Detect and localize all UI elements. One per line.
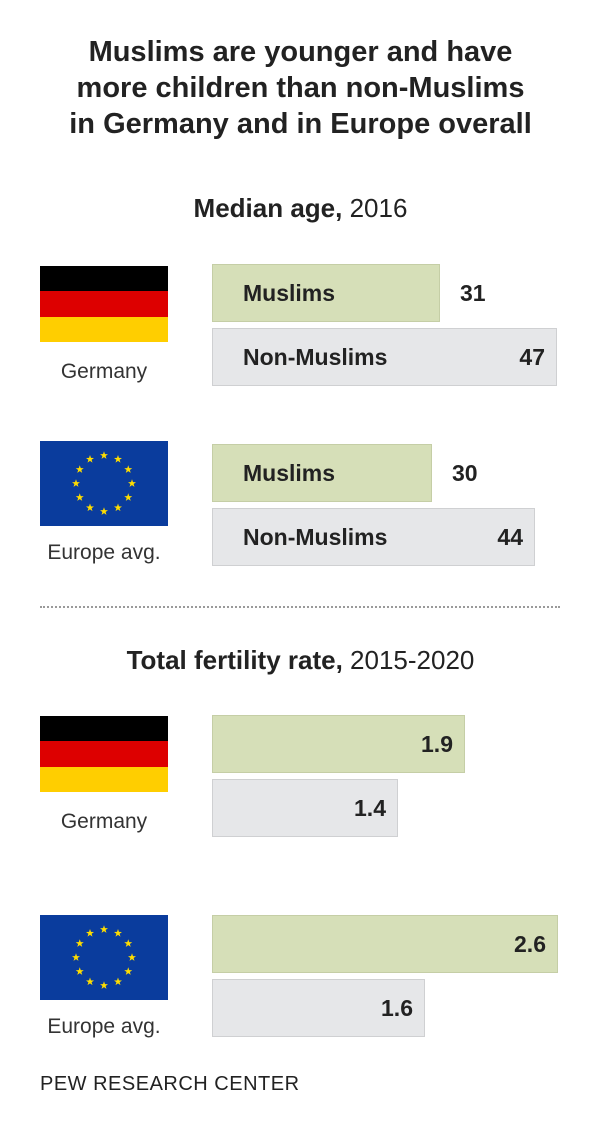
- value-fertility-germany-muslims: 1.9: [421, 731, 453, 757]
- place-label-europe-age: Europe avg.: [47, 541, 161, 564]
- eu-stars: [72, 925, 136, 989]
- eu-star-icon: [128, 953, 136, 961]
- place-label-germany-fertility: Germany: [60, 810, 148, 833]
- bar-fertility-germany-muslims: [212, 715, 465, 773]
- bar-label-non-muslims: Non-Muslims: [243, 344, 388, 370]
- eu-star-icon: [100, 981, 108, 989]
- bar-fertility-germany-non-muslims: [212, 779, 398, 837]
- eu-star-icon: [114, 929, 122, 937]
- median-age-heading-year: 2016: [342, 193, 408, 223]
- median-age-heading: Median age, 2016: [0, 193, 601, 224]
- eu-star-icon: [100, 507, 108, 515]
- eu-star-icon: [86, 455, 94, 463]
- title-line-2: more children than non-Muslims: [76, 72, 525, 104]
- value-age-europe-non-muslims: 44: [497, 524, 523, 550]
- fertility-heading-years: 2015-2020: [342, 645, 475, 675]
- bar-label-non-muslims: Non-Muslims: [243, 524, 388, 550]
- eu-star-icon: [86, 503, 94, 512]
- germany-flag-icon: [40, 716, 168, 792]
- eu-star-icon: [114, 977, 122, 986]
- eu-star-icon: [124, 939, 133, 947]
- eu-star-icon: [72, 479, 80, 487]
- value-age-germany-muslims: 31: [460, 280, 486, 306]
- section-divider: [40, 606, 560, 608]
- flag-stripe-red: [40, 291, 168, 317]
- fertility-heading-bold: Total fertility rate,: [126, 645, 343, 675]
- eu-star-icon: [75, 939, 84, 947]
- eu-flag-icon: [40, 441, 168, 526]
- eu-star-icon: [75, 493, 84, 501]
- bar-age-germany-muslims: Muslims: [212, 264, 440, 322]
- value-age-germany-non-muslims: 47: [519, 344, 545, 370]
- eu-star-icon: [114, 503, 122, 512]
- bar-age-europe-non-muslims: Non-Muslims: [212, 508, 535, 566]
- bar-age-germany-non-muslims: Non-Muslims: [212, 328, 557, 386]
- value-age-europe-muslims: 30: [452, 460, 478, 486]
- eu-star-icon: [100, 925, 108, 933]
- source-label: PEW RESEARCH CENTER: [40, 1073, 300, 1095]
- eu-star-icon: [100, 451, 108, 459]
- eu-star-icon: [124, 967, 133, 975]
- eu-star-icon: [128, 479, 136, 487]
- eu-star-icon: [86, 929, 94, 937]
- place-label-germany-age: Germany: [60, 360, 148, 383]
- median-age-heading-bold: Median age,: [193, 193, 343, 223]
- fertility-heading: Total fertility rate, 2015-2020: [0, 645, 601, 676]
- value-fertility-germany-non-muslims: 1.4: [354, 795, 386, 821]
- bar-fertility-europe-muslims: [212, 915, 558, 973]
- eu-flag-icon: [40, 915, 168, 1000]
- eu-star-icon: [124, 493, 133, 501]
- flag-stripe-red: [40, 741, 168, 767]
- chart-title: Muslims are younger and have more childr…: [0, 34, 601, 142]
- value-fertility-europe-muslims: 2.6: [514, 931, 546, 957]
- place-label-europe-fertility: Europe avg.: [47, 1015, 161, 1038]
- eu-star-icon: [75, 967, 84, 975]
- eu-star-icon: [124, 465, 133, 473]
- eu-star-icon: [75, 465, 84, 473]
- bar-label-muslims: Muslims: [243, 460, 336, 486]
- eu-star-icon: [72, 953, 80, 961]
- flag-stripe-gold: [40, 766, 168, 792]
- bar-fertility-europe-non-muslims: [212, 979, 425, 1037]
- flag-stripe-black: [40, 716, 168, 742]
- eu-star-icon: [86, 977, 94, 986]
- bar-age-europe-muslims: Muslims: [212, 444, 432, 502]
- value-fertility-europe-non-muslims: 1.6: [381, 995, 413, 1021]
- eu-stars: [72, 451, 136, 515]
- flag-stripe-gold: [40, 316, 168, 342]
- bar-label-muslims: Muslims: [243, 280, 336, 306]
- title-line-3: in Germany and in Europe overall: [69, 108, 532, 140]
- eu-star-icon: [114, 455, 122, 463]
- flag-stripe-black: [40, 266, 168, 292]
- title-line-1: Muslims are younger and have: [88, 36, 513, 68]
- germany-flag-icon: [40, 266, 168, 342]
